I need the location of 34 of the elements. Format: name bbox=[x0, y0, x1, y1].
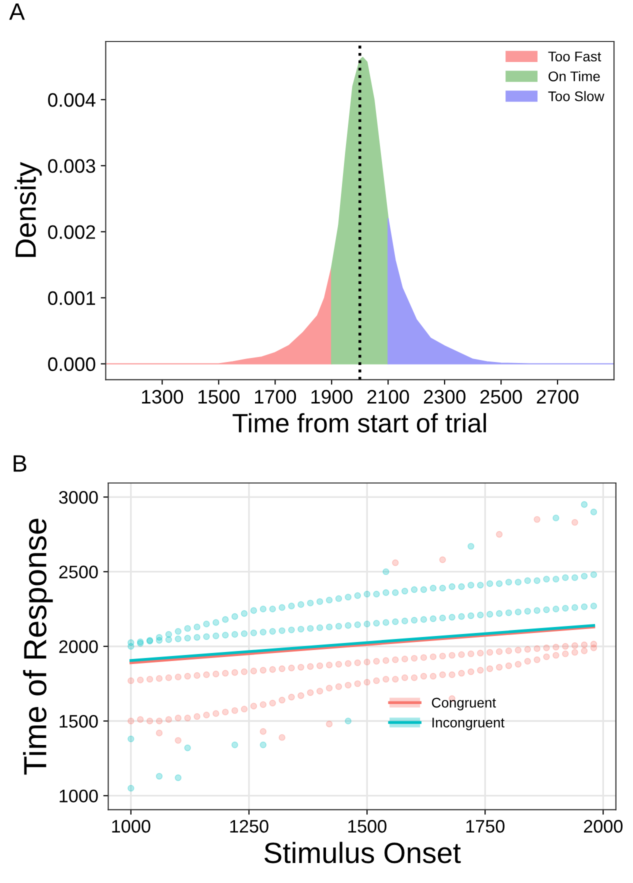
y-tick-label: 3000 bbox=[59, 490, 98, 504]
x-tick-label: 2100 bbox=[367, 390, 409, 404]
chart-title: A bbox=[9, 3, 25, 20]
x-tick-label: 1500 bbox=[348, 820, 386, 833]
x-tick-label: 2500 bbox=[480, 390, 522, 404]
legend-label: Congruent bbox=[432, 698, 496, 710]
x-tick-label: 1700 bbox=[255, 390, 296, 404]
x-tick-label: 2000 bbox=[584, 820, 623, 833]
y-tick-label: 0.003 bbox=[48, 159, 96, 173]
y-tick-label: 0.000 bbox=[48, 357, 96, 372]
chart-title: B bbox=[14, 455, 26, 472]
x-tick-label: 2700 bbox=[536, 390, 578, 404]
y-tick-label: 0.001 bbox=[48, 291, 96, 306]
x-tick-label: 1300 bbox=[142, 390, 184, 404]
x-tick-label: 1500 bbox=[198, 390, 240, 404]
x-axis-title: Stimulus Onset bbox=[264, 842, 461, 864]
legend-label: Too Fast bbox=[548, 52, 602, 62]
x-tick-label: 1250 bbox=[230, 820, 268, 833]
y-axis-title: Density bbox=[14, 162, 42, 257]
x-tick-label: 1900 bbox=[311, 390, 352, 404]
y-tick-label: 1500 bbox=[60, 714, 98, 728]
y-axis-title: Time of Response bbox=[23, 518, 53, 775]
legend-label: Incongruent bbox=[432, 718, 504, 730]
y-tick-label: 2500 bbox=[59, 566, 98, 578]
legend-label: Too Slow bbox=[548, 91, 604, 102]
y-tick-label: 1000 bbox=[60, 790, 98, 802]
y-tick-label: 0.002 bbox=[48, 225, 96, 239]
y-tick-label: 0.004 bbox=[48, 93, 96, 107]
y-tick-label: 2000 bbox=[59, 640, 98, 654]
x-tick-label: 1750 bbox=[466, 820, 504, 833]
x-axis-title: Time from start of trial bbox=[232, 413, 486, 432]
legend-label: On Time bbox=[548, 71, 600, 82]
x-tick-label: 2300 bbox=[424, 390, 466, 404]
x-tick-label: 1000 bbox=[112, 820, 150, 833]
